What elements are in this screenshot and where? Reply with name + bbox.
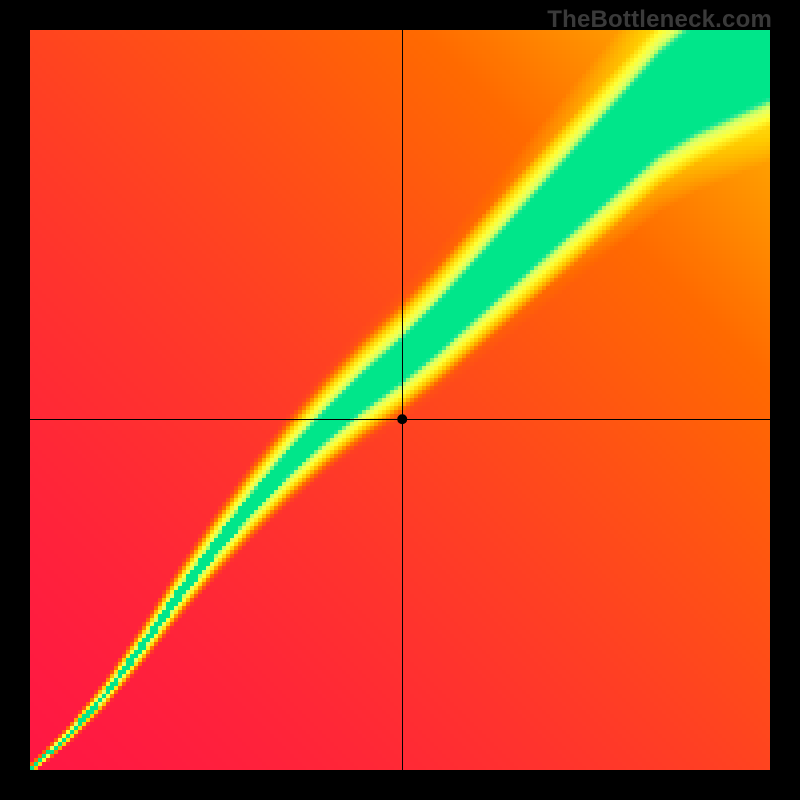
chart-container: TheBottleneck.com bbox=[0, 0, 800, 800]
watermark-text: TheBottleneck.com bbox=[547, 6, 772, 34]
heatmap-canvas bbox=[0, 0, 800, 800]
